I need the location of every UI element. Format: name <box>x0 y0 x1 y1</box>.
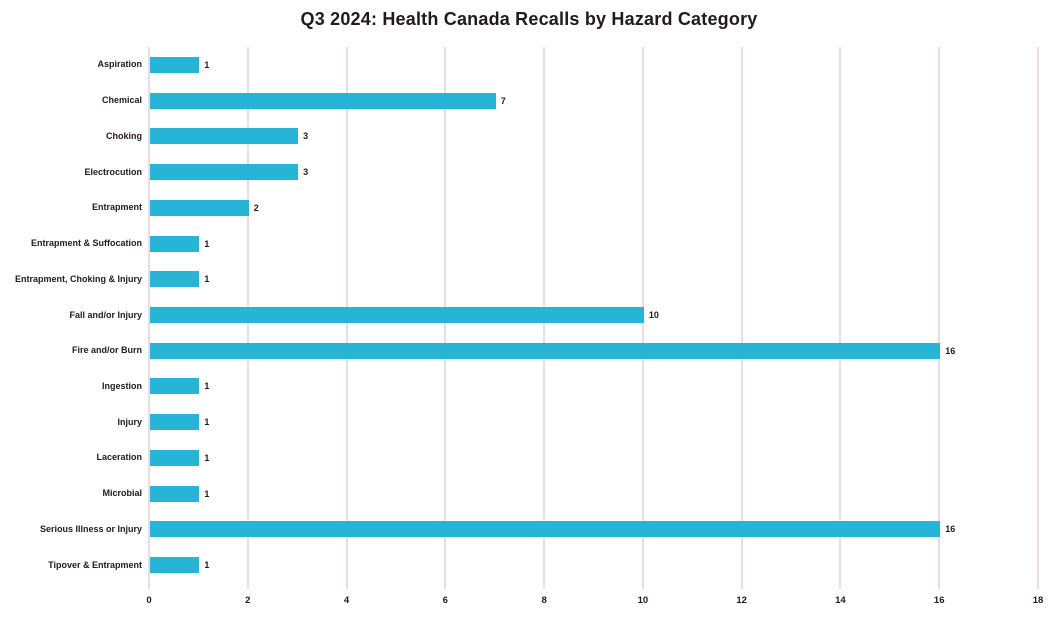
category-axis: Aspiration Chemical Choking Electrocution En… <box>0 47 142 583</box>
gridline <box>839 47 842 583</box>
x-tick-label: 0 <box>146 595 152 606</box>
bar <box>150 449 200 466</box>
x-tick-mark <box>740 583 743 589</box>
bar <box>150 557 200 574</box>
bar-value-label: 1 <box>204 238 210 249</box>
bar <box>150 128 299 145</box>
bar <box>150 378 200 395</box>
plot-area: 0 2 4 6 8 10 12 14 16 18 1 7 3 3 2 1 1 10 16 1 1 1 1 16 1 <box>146 47 1043 606</box>
bar <box>150 342 941 359</box>
bar-value-label: 1 <box>204 452 210 463</box>
x-tick-label: 14 <box>835 595 846 606</box>
category-label: Entrapment, Choking & Injury <box>14 273 142 284</box>
x-tick-label: 16 <box>933 595 945 606</box>
bar-value-label: 3 <box>303 167 309 178</box>
x-tick-label: 4 <box>343 595 350 606</box>
bar-value-label: 1 <box>204 274 210 285</box>
x-tick-mark <box>839 583 842 589</box>
bar-value-label: 1 <box>204 488 210 499</box>
x-tick-mark <box>641 583 644 589</box>
gridline <box>1037 47 1039 583</box>
x-tick-label: 10 <box>637 595 649 606</box>
bar-value-label: 1 <box>204 560 210 571</box>
x-tick-mark <box>444 583 447 589</box>
category-label: Choking <box>106 130 142 141</box>
bar <box>150 271 200 288</box>
category-label: Entrapment <box>91 202 142 213</box>
category-label: Ingestion <box>102 380 142 391</box>
category-label: Tipover & Entrapment <box>48 559 142 570</box>
x-tick-label: 8 <box>541 595 547 606</box>
x-tick-mark <box>938 583 941 589</box>
bar <box>150 164 299 181</box>
category-label: Entrapment & Suffocation <box>30 238 142 249</box>
category-label: Chemical <box>101 95 142 106</box>
x-tick-mark <box>148 583 150 589</box>
bar <box>150 414 200 431</box>
x-tick-label: 12 <box>736 595 747 606</box>
bar-value-label: 10 <box>648 310 659 320</box>
category-label: Fire and/or Burn <box>71 345 142 356</box>
x-tick-label: 2 <box>245 595 251 606</box>
x-tick-mark <box>246 583 249 589</box>
gridline <box>148 47 150 583</box>
bar <box>150 235 200 252</box>
bar <box>150 307 644 323</box>
category-label: Laceration <box>96 452 142 463</box>
x-tick-mark <box>543 583 546 589</box>
bar <box>150 521 941 538</box>
bar-value-label: 1 <box>204 417 210 428</box>
gridline <box>938 47 941 583</box>
x-tick-label: 6 <box>442 595 448 606</box>
bar-value-label: 16 <box>945 345 956 356</box>
gridline <box>740 47 743 583</box>
category-label: Serious Illness or Injury <box>39 523 142 534</box>
bar-value-label: 2 <box>253 202 259 213</box>
bar-value-label: 1 <box>204 381 210 392</box>
bar-value-label: 3 <box>303 131 309 142</box>
bar <box>150 485 200 502</box>
x-tick-mark <box>1037 583 1039 589</box>
bar <box>150 56 200 73</box>
chart-title: Q3 2024: Health Canada Recalls by Hazard… <box>300 9 758 29</box>
category-label: Fall and/or Injury <box>69 309 142 320</box>
bar <box>150 199 249 216</box>
bar-value-label: 1 <box>204 59 210 70</box>
bar <box>150 92 496 109</box>
bar-value-label: 7 <box>500 95 506 106</box>
category-label: Injury <box>117 416 142 427</box>
category-label: Aspiration <box>97 59 142 70</box>
category-label: Microbial <box>102 488 142 499</box>
bar-value-label: 16 <box>945 524 956 535</box>
x-tick-mark <box>345 583 348 589</box>
category-label: Electrocution <box>84 166 142 177</box>
x-tick-label: 18 <box>1032 595 1044 606</box>
